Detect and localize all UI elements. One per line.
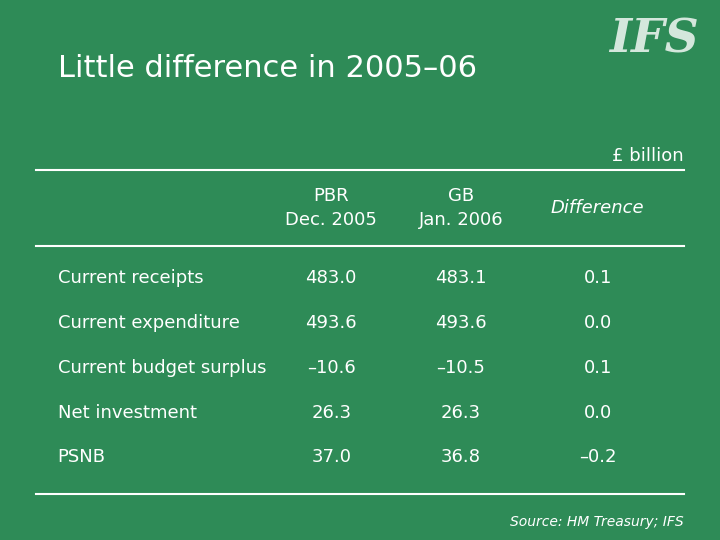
Text: 0.0: 0.0	[583, 314, 612, 332]
Text: –10.6: –10.6	[307, 359, 356, 377]
Text: 493.6: 493.6	[305, 314, 357, 332]
Text: 0.1: 0.1	[583, 359, 612, 377]
Text: Difference: Difference	[551, 199, 644, 217]
Text: Little difference in 2005–06: Little difference in 2005–06	[58, 54, 477, 83]
Text: 26.3: 26.3	[441, 403, 481, 422]
Text: IFS: IFS	[608, 16, 698, 62]
Text: PSNB: PSNB	[58, 448, 106, 467]
Text: 493.6: 493.6	[435, 314, 487, 332]
Text: 26.3: 26.3	[311, 403, 351, 422]
Text: Net investment: Net investment	[58, 403, 197, 422]
Text: Current receipts: Current receipts	[58, 269, 203, 287]
Text: Source: HM Treasury; IFS: Source: HM Treasury; IFS	[510, 515, 684, 529]
Text: Current expenditure: Current expenditure	[58, 314, 240, 332]
Text: 37.0: 37.0	[311, 448, 351, 467]
Text: 483.1: 483.1	[435, 269, 487, 287]
Text: Current budget surplus: Current budget surplus	[58, 359, 266, 377]
Text: 0.1: 0.1	[583, 269, 612, 287]
Text: PBR
Dec. 2005: PBR Dec. 2005	[285, 187, 377, 229]
Text: 36.8: 36.8	[441, 448, 481, 467]
Text: 0.0: 0.0	[583, 403, 612, 422]
Text: –0.2: –0.2	[579, 448, 616, 467]
Text: GB
Jan. 2006: GB Jan. 2006	[418, 187, 503, 229]
Text: –10.5: –10.5	[436, 359, 485, 377]
Text: £ billion: £ billion	[613, 147, 684, 165]
Text: 483.0: 483.0	[305, 269, 357, 287]
